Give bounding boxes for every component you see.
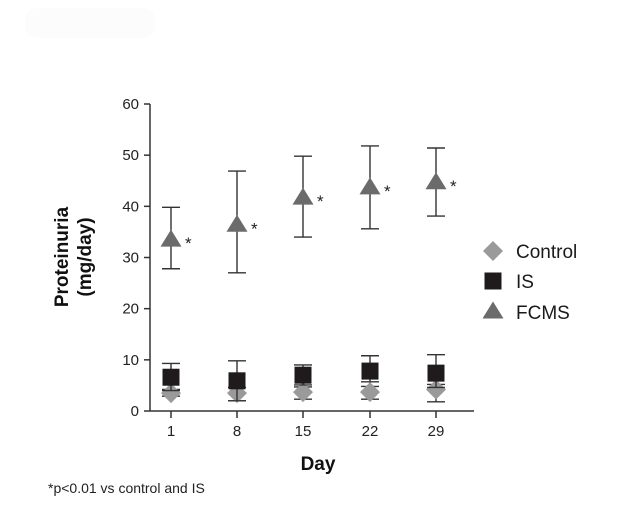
watermark bbox=[25, 8, 155, 38]
legend-marker-is bbox=[484, 272, 502, 290]
y-tick-label: 60 bbox=[122, 96, 139, 113]
footnote: *p<0.01 vs control and IS bbox=[48, 480, 205, 496]
data-point-is bbox=[427, 364, 445, 382]
y-tick-label: 50 bbox=[122, 147, 139, 164]
y-ticks: 0 10 20 30 40 50 60 bbox=[122, 96, 150, 420]
data-point-fcms bbox=[425, 172, 447, 190]
y-tick-label: 0 bbox=[131, 403, 139, 420]
y-tick-label: 40 bbox=[122, 198, 139, 215]
x-tick-label: 29 bbox=[428, 423, 445, 440]
x-tick-label: 15 bbox=[295, 423, 312, 440]
legend-label-control: Control bbox=[516, 242, 577, 263]
y-tick-label: 10 bbox=[122, 352, 139, 369]
data-point-is bbox=[361, 362, 379, 380]
y-tick-label: 20 bbox=[122, 301, 139, 318]
series-is bbox=[162, 354, 445, 402]
data-point-control bbox=[426, 379, 446, 400]
data-point-control bbox=[161, 383, 181, 404]
data-point-fcms bbox=[292, 187, 314, 205]
plot-area: * * * * * bbox=[160, 145, 457, 404]
data-point-is bbox=[162, 368, 180, 386]
x-tick-label: 22 bbox=[362, 423, 379, 440]
y-tick-label: 30 bbox=[122, 250, 139, 267]
data-point-fcms bbox=[160, 229, 182, 247]
x-tick-label: 1 bbox=[167, 423, 175, 440]
data-point-is bbox=[294, 366, 312, 384]
x-tick-label: 8 bbox=[233, 423, 241, 440]
y-axis-title-line-1: Proteinuria bbox=[52, 206, 73, 307]
y-axis-title: Proteinuria (mg/day) bbox=[52, 206, 96, 307]
legend-marker-control bbox=[483, 241, 503, 261]
legend-label-fcms: FCMS bbox=[516, 303, 570, 324]
significance-star: * bbox=[251, 219, 258, 238]
data-point-fcms bbox=[226, 214, 248, 232]
significance-star: * bbox=[185, 234, 192, 253]
data-point-is bbox=[228, 372, 246, 390]
significance-star: * bbox=[317, 192, 324, 211]
legend: Control IS FCMS bbox=[482, 241, 577, 324]
data-point-control bbox=[293, 382, 313, 403]
data-point-control bbox=[360, 382, 380, 403]
x-ticks: 1 8 15 22 29 bbox=[167, 411, 445, 440]
x-axis-title: Day bbox=[301, 454, 336, 475]
significance-star: * bbox=[450, 177, 457, 196]
legend-label-is: IS bbox=[516, 272, 534, 293]
series-fcms: * * * * * bbox=[160, 145, 457, 274]
y-axis-title-line-2: (mg/day) bbox=[75, 217, 96, 296]
data-point-fcms bbox=[359, 177, 381, 195]
legend-marker-fcms bbox=[482, 301, 504, 319]
significance-star: * bbox=[384, 182, 391, 201]
